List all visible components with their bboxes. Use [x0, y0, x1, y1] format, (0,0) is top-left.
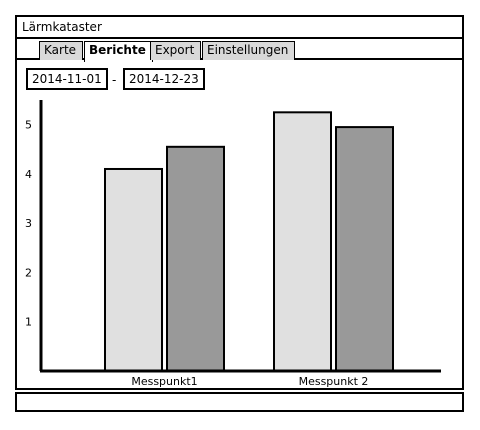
y-tick-labels: 1 2 3 4 5 — [25, 119, 32, 329]
y-tick-label: 4 — [25, 168, 32, 181]
y-tick-label: 1 — [25, 316, 32, 329]
x-tick-label: Messpunkt 2 — [299, 375, 369, 388]
date-from-input[interactable]: 2014-11-01 — [26, 68, 108, 90]
date-to-input[interactable]: 2014-12-23 — [123, 68, 205, 90]
tab-einstellungen[interactable]: Einstellungen — [202, 41, 296, 60]
bar-2-series-2 — [335, 126, 394, 372]
status-bar — [15, 392, 464, 412]
app-window: Lärmkataster Karte Berichte Export Einst… — [15, 15, 464, 390]
bar-chart: 1 2 3 4 5 Messpunkt1 Messpunkt 2 — [25, 100, 441, 388]
tab-export[interactable]: Export — [150, 41, 202, 60]
tab-karte[interactable]: Karte — [39, 41, 84, 60]
window-title: Lärmkataster — [17, 17, 462, 39]
date-range-separator: - — [112, 73, 117, 87]
tab-berichte[interactable]: Berichte — [84, 41, 153, 62]
bar-1-series-1 — [104, 167, 163, 373]
x-tick-label: Messpunkt1 — [131, 375, 197, 388]
x-tick-labels: Messpunkt1 Messpunkt 2 — [131, 375, 368, 388]
tab-strip: Karte Berichte Export Einstellungen — [17, 39, 462, 62]
bars-layer — [104, 111, 394, 373]
y-tick-label: 2 — [25, 266, 32, 279]
y-tick-label: 5 — [25, 119, 32, 132]
bar-2-series-1 — [273, 111, 332, 373]
y-tick-label: 3 — [25, 217, 32, 230]
bar-1-series-2 — [166, 145, 225, 372]
